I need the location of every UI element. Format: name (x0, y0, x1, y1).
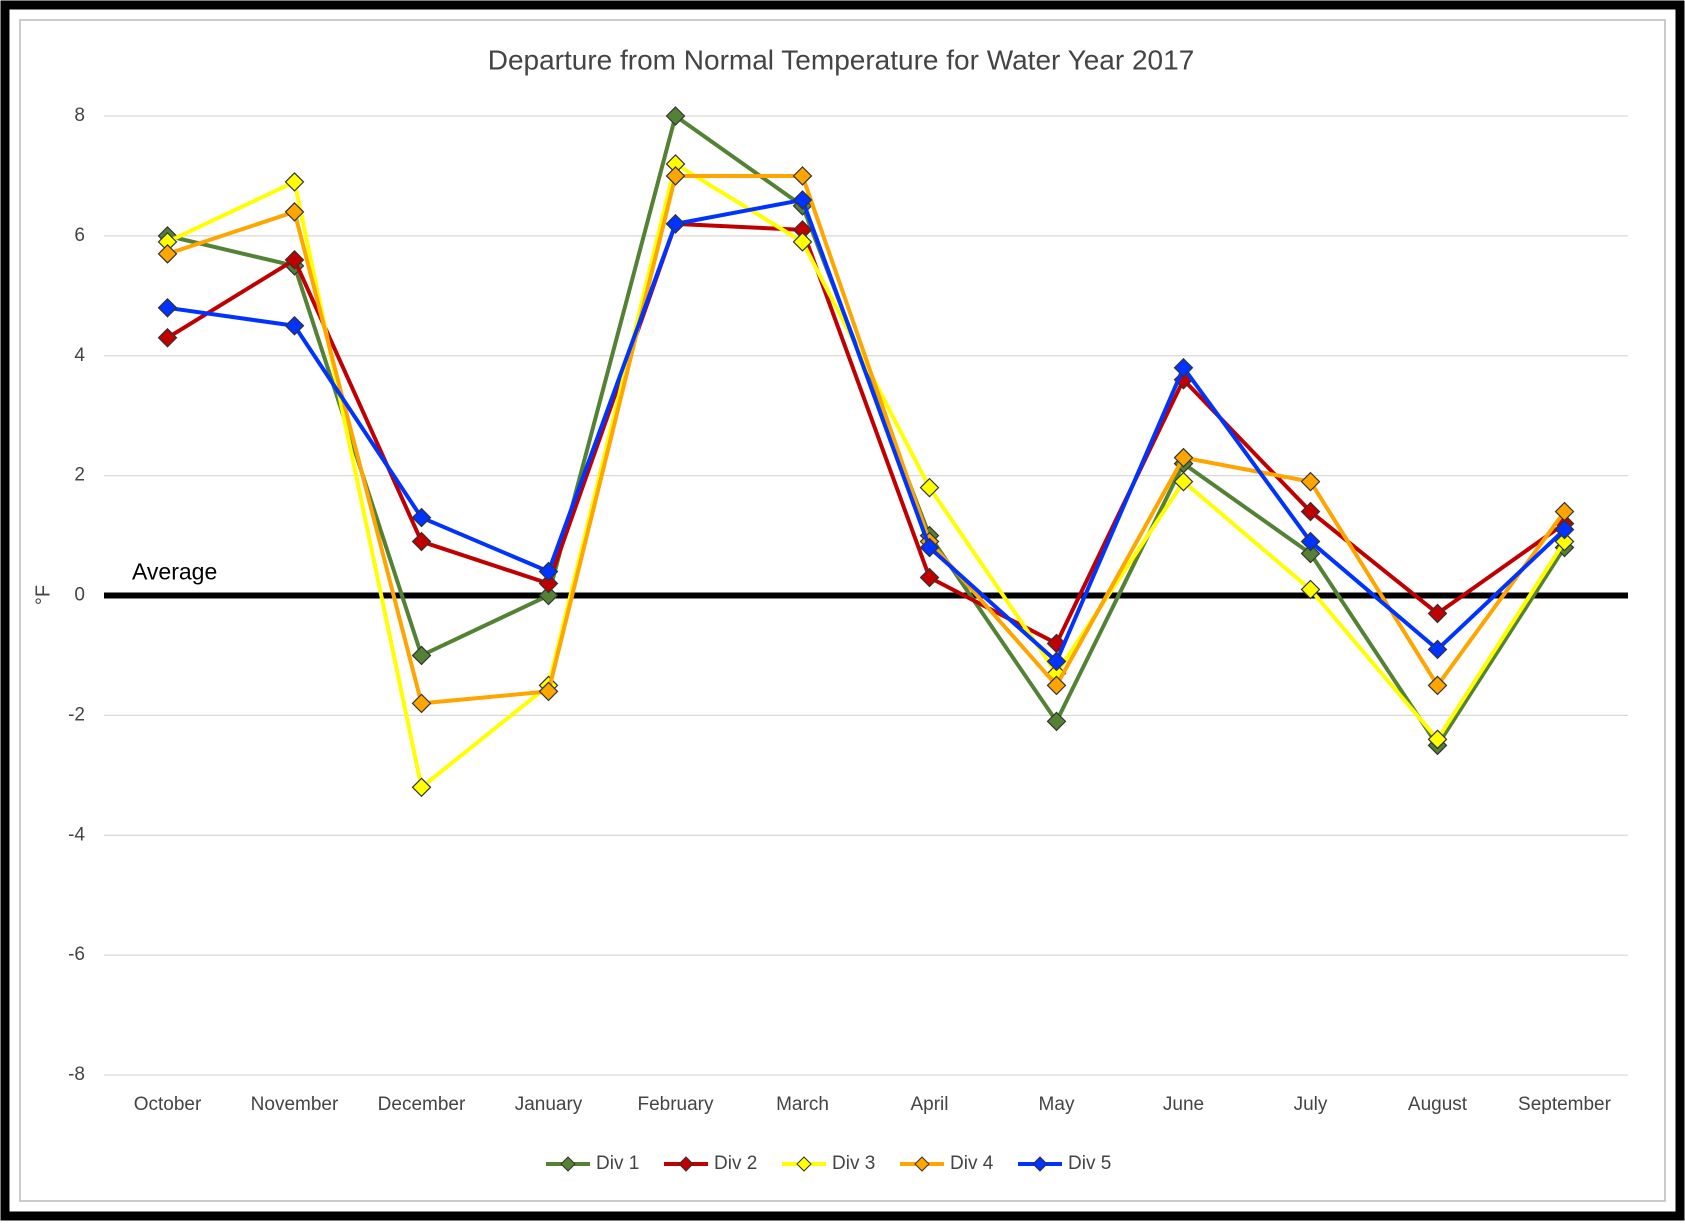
data-point (411, 531, 432, 552)
legend-label: Div 2 (714, 1153, 757, 1174)
data-point (1046, 651, 1067, 672)
legend-marker (1032, 1156, 1048, 1172)
data-point (411, 645, 432, 666)
x-tick-label: February (637, 1094, 714, 1115)
data-point (1554, 531, 1575, 552)
data-point (1427, 675, 1448, 696)
data-point (538, 585, 559, 606)
x-tick-label: April (910, 1094, 948, 1115)
data-point (284, 202, 305, 222)
legend-marker (914, 1156, 930, 1172)
x-tick-label: September (1518, 1094, 1612, 1115)
data-point (1046, 711, 1067, 732)
data-point (919, 567, 940, 588)
x-tick-label: March (776, 1094, 829, 1115)
y-tick-label: 8 (74, 105, 85, 126)
x-tick-label: January (515, 1094, 583, 1115)
data-point (284, 250, 305, 270)
data-point (919, 537, 940, 558)
data-point (157, 327, 178, 348)
data-point (411, 693, 432, 714)
series-line (166, 173, 1567, 706)
legend-label: Div 1 (596, 1153, 639, 1174)
data-point (1300, 531, 1321, 552)
data-point (792, 190, 813, 210)
data-point (665, 106, 686, 126)
data-point (1300, 501, 1321, 522)
x-tick-label: July (1294, 1094, 1328, 1115)
legend-marker (560, 1156, 576, 1172)
series-line (166, 221, 1566, 646)
y-axis-label: °F (32, 585, 54, 605)
y-tick-label: -8 (68, 1064, 85, 1085)
legend-marker (796, 1156, 812, 1172)
x-tick-label: December (378, 1094, 466, 1115)
data-point (665, 166, 686, 186)
series-line (167, 197, 1566, 664)
data-point (538, 573, 559, 594)
legend-label: Div 4 (950, 1153, 994, 1174)
y-tick-label: -4 (68, 824, 85, 845)
y-tick-label: 6 (74, 225, 85, 246)
x-tick-label: November (251, 1094, 339, 1115)
data-point (1300, 471, 1321, 492)
y-tick-label: 4 (74, 345, 85, 366)
y-tick-label: -6 (68, 944, 85, 965)
data-point (1046, 675, 1067, 696)
data-point (411, 777, 432, 798)
data-point (1554, 519, 1575, 540)
data-point (792, 166, 813, 186)
data-point (919, 477, 940, 498)
y-tick-label: 0 (74, 585, 85, 606)
data-point (538, 561, 559, 582)
data-point (538, 681, 559, 702)
data-point (157, 244, 178, 264)
legend-marker (678, 1156, 694, 1172)
data-point (1427, 603, 1448, 624)
data-point (665, 214, 686, 234)
x-tick-label: June (1163, 1094, 1204, 1115)
legend-label: Div 5 (1068, 1153, 1111, 1174)
data-point (1427, 639, 1448, 660)
average-label: Average (132, 559, 217, 585)
data-point (411, 507, 432, 528)
legend-label: Div 3 (832, 1153, 875, 1174)
data-point (1173, 471, 1194, 492)
x-tick-label: October (134, 1094, 202, 1115)
data-point (284, 172, 305, 192)
data-point (1173, 447, 1194, 468)
data-point (1300, 543, 1321, 564)
y-tick-label: -2 (68, 704, 85, 725)
data-point (1173, 357, 1194, 378)
x-tick-label: May (1039, 1094, 1075, 1115)
data-point (157, 297, 178, 318)
data-point (1300, 579, 1321, 600)
chart-title: Departure from Normal Temperature for Wa… (488, 44, 1195, 75)
y-tick-label: 2 (74, 465, 85, 486)
x-tick-label: August (1408, 1094, 1468, 1115)
data-point (792, 232, 813, 252)
data-point (1427, 729, 1448, 750)
chart-border (19, 19, 1666, 1202)
data-point (284, 315, 305, 336)
